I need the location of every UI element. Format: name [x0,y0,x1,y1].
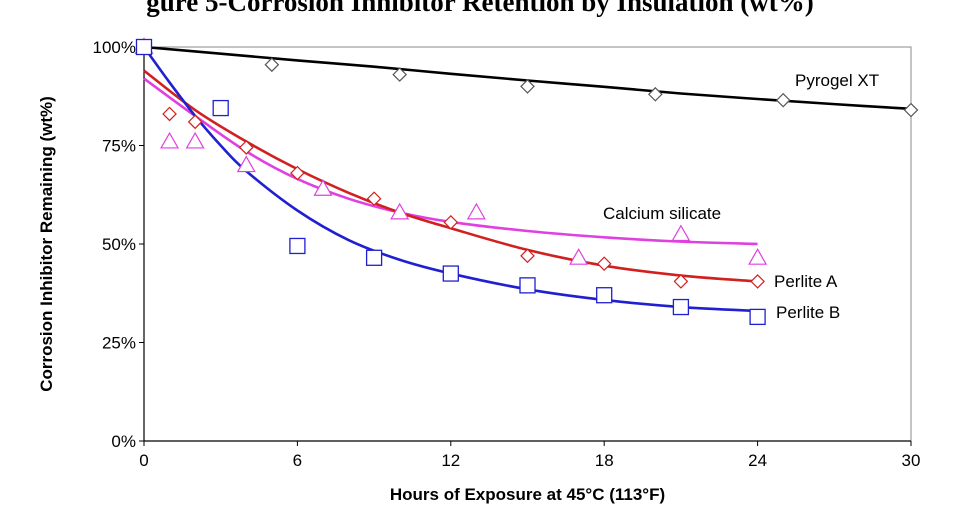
data-point [187,114,203,130]
y-tick-label: 0% [111,432,136,451]
axes: 0 6 12 18 24 30 0% 25% 50% 75% 100% Hours of Expo… [37,38,920,504]
data-point [596,256,612,272]
data-point [442,265,459,282]
data-point [365,249,383,266]
series-layer [134,37,919,326]
data-point [443,214,459,230]
data-point [673,274,689,289]
x-ticks: 0 6 12 18 24 30 [139,441,920,470]
data-point [596,287,613,304]
data-point [289,237,306,255]
data-point [647,86,663,102]
data-point [160,131,180,149]
data-point [671,224,691,242]
y-tick-label: 50% [102,235,136,254]
x-tick-label: 12 [441,451,460,470]
series-label-perlite-b: Perlite B [776,303,840,322]
data-point [162,106,177,122]
data-point [390,202,410,220]
y-tick-label: 100% [93,38,136,57]
x-tick-label: 0 [139,451,148,470]
data-point [672,298,690,316]
data-point [264,57,280,73]
chart-title: gure 5-Corrosion Inhibitor Retention by … [146,0,814,17]
data-point [466,202,486,220]
x-tick-label: 18 [595,451,614,470]
data-point [392,67,408,82]
plot-frame [143,46,912,442]
y-tick-label: 25% [102,334,136,353]
data-point [569,248,589,265]
series-label-calcium-silicate: Calcium silicate [603,204,721,223]
x-tick-label: 30 [902,451,921,470]
data-point [135,38,153,56]
x-axis-label: Hours of Exposure at 45°C (113°F) [390,485,665,504]
x-tick-label: 6 [293,451,302,470]
data-point [903,102,919,118]
data-point [775,92,791,108]
data-point [236,155,256,173]
data-point [313,179,333,196]
series-label-pyrogel-xt: Pyrogel XT [795,71,879,90]
data-point [366,191,382,207]
x-tick-label: 24 [748,451,767,470]
data-point [185,131,205,149]
data-point [748,248,768,265]
data-point [212,99,229,117]
y-tick-label: 75% [102,137,136,156]
data-point [238,140,254,155]
series-labels: Pyrogel XT Calcium silicate Perlite A Perli… [603,71,879,322]
data-point [520,79,535,94]
data-point [520,248,535,264]
data-point [519,277,536,294]
series-label-perlite-a: Perlite A [774,272,838,291]
data-point [290,165,305,181]
y-ticks: 0% 25% 50% 75% 100% [93,38,144,451]
data-point [749,308,766,326]
plot-area [143,46,912,442]
markers-perlite-b [135,38,766,326]
y-axis-label: Corrosion Inhibitor Remaining (wt%) [37,96,56,392]
data-point [750,274,765,289]
